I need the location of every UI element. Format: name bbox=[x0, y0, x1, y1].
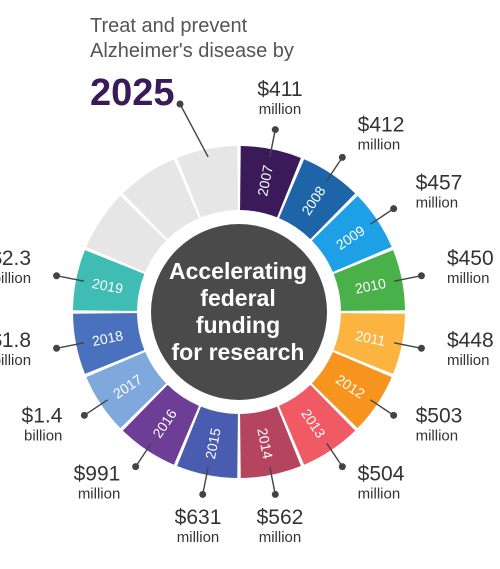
value-unit-2014: million bbox=[259, 529, 302, 546]
connector-dot-2016 bbox=[132, 463, 140, 471]
connector-dot-2018 bbox=[53, 344, 61, 352]
connector-dot-2019 bbox=[53, 272, 61, 280]
value-amount-2013: $504 bbox=[358, 463, 405, 486]
value-unit-2013: million bbox=[358, 486, 401, 503]
connector-dot-2008 bbox=[338, 153, 346, 161]
connector-2017 bbox=[83, 399, 109, 416]
year-label-2018: 2018 bbox=[91, 327, 125, 349]
connector-dot-2011 bbox=[417, 344, 425, 352]
center-caption-line-3: funding bbox=[195, 312, 281, 338]
year-label-2010: 2010 bbox=[354, 275, 388, 297]
value-unit-2012: million bbox=[416, 428, 459, 445]
connector-dot-2014 bbox=[271, 490, 279, 498]
value-unit-2011: million bbox=[447, 352, 490, 369]
connector-2013 bbox=[326, 442, 343, 468]
connector-dot-2012 bbox=[390, 411, 398, 419]
heading-line-2: Alzheimer's disease by bbox=[90, 40, 294, 62]
value-amount-2017: $1.4 bbox=[22, 405, 63, 428]
value-amount-2019: $2.3 bbox=[0, 247, 31, 270]
year-label-2019: 2019 bbox=[91, 275, 125, 297]
connector-2008 bbox=[326, 156, 343, 182]
center-caption: Accelerating federal funding for researc… bbox=[150, 258, 326, 366]
connector-2018 bbox=[56, 342, 85, 349]
value-amount-2016: $991 bbox=[74, 463, 121, 486]
value-amount-2009: $457 bbox=[416, 171, 463, 194]
value-unit-2017: billion bbox=[24, 428, 62, 445]
segment-2017 bbox=[86, 352, 167, 429]
connector-2015 bbox=[202, 466, 209, 495]
value-amount-2008: $412 bbox=[358, 113, 405, 136]
segment-2015 bbox=[177, 406, 238, 478]
value-amount-2014: $562 bbox=[257, 506, 304, 529]
value-unit-2019: billion bbox=[0, 270, 31, 287]
connector-2007 bbox=[269, 129, 276, 158]
segment-2010 bbox=[333, 250, 405, 311]
connector-2009 bbox=[369, 208, 395, 225]
segment-2014 bbox=[240, 406, 301, 478]
year-label-2015: 2015 bbox=[202, 426, 224, 460]
segment-2009 bbox=[311, 195, 392, 272]
center-circle bbox=[151, 224, 327, 400]
segment-2016 bbox=[122, 384, 199, 465]
future-segment-1 bbox=[86, 195, 167, 272]
connector-2010 bbox=[393, 275, 422, 282]
connector-dot-2010 bbox=[417, 272, 425, 280]
segment-2011 bbox=[333, 313, 405, 374]
value-amount-2010: $450 bbox=[447, 247, 494, 270]
connector-dot-2007 bbox=[271, 126, 279, 134]
value-unit-2007: million bbox=[259, 101, 302, 118]
value-unit-2018: billion bbox=[0, 352, 31, 369]
segment-2013 bbox=[279, 384, 356, 465]
connector-2014 bbox=[269, 466, 276, 495]
segment-2018 bbox=[73, 313, 145, 374]
value-unit-2016: million bbox=[78, 486, 121, 503]
value-amount-2015: $631 bbox=[175, 506, 222, 529]
segment-2019 bbox=[73, 250, 145, 311]
value-amount-2011: $448 bbox=[447, 329, 494, 352]
connector-2019 bbox=[56, 275, 85, 282]
connector-dot-2017 bbox=[80, 411, 88, 419]
value-unit-2008: million bbox=[358, 136, 401, 153]
year-label-2014: 2014 bbox=[254, 427, 276, 461]
value-unit-2015: million bbox=[177, 529, 220, 546]
value-amount-2007: $411 bbox=[257, 78, 302, 101]
future-segment-2 bbox=[122, 159, 199, 240]
connector-dot-2013 bbox=[338, 463, 346, 471]
goal-year: 2025 bbox=[90, 72, 175, 114]
value-unit-2010: million bbox=[447, 270, 490, 287]
future-segment-3 bbox=[177, 146, 238, 218]
segment-2012 bbox=[311, 352, 392, 429]
chart-heading: Treat and prevent Alzheimer's disease by bbox=[90, 14, 294, 64]
connector-dot-2015 bbox=[199, 490, 207, 498]
value-amount-2012: $503 bbox=[416, 405, 463, 428]
segment-2007 bbox=[240, 146, 301, 218]
center-caption-line-1: Accelerating bbox=[168, 258, 308, 284]
connector-2011 bbox=[393, 342, 422, 349]
heading-line-1: Treat and prevent bbox=[90, 15, 248, 37]
goal-pointer-line bbox=[179, 103, 209, 158]
connector-2016 bbox=[135, 442, 152, 468]
connector-dot-2009 bbox=[390, 205, 398, 213]
value-amount-2018: $1.8 bbox=[0, 329, 31, 352]
year-label-2007: 2007 bbox=[254, 164, 276, 198]
connector-2012 bbox=[369, 399, 395, 416]
value-unit-2009: million bbox=[416, 194, 459, 211]
segment-2008 bbox=[279, 159, 356, 240]
goal-pointer-dot bbox=[176, 100, 184, 108]
center-caption-line-4: for research bbox=[171, 339, 305, 365]
year-label-2011: 2011 bbox=[354, 327, 387, 349]
center-caption-line-2: federal bbox=[200, 285, 276, 311]
